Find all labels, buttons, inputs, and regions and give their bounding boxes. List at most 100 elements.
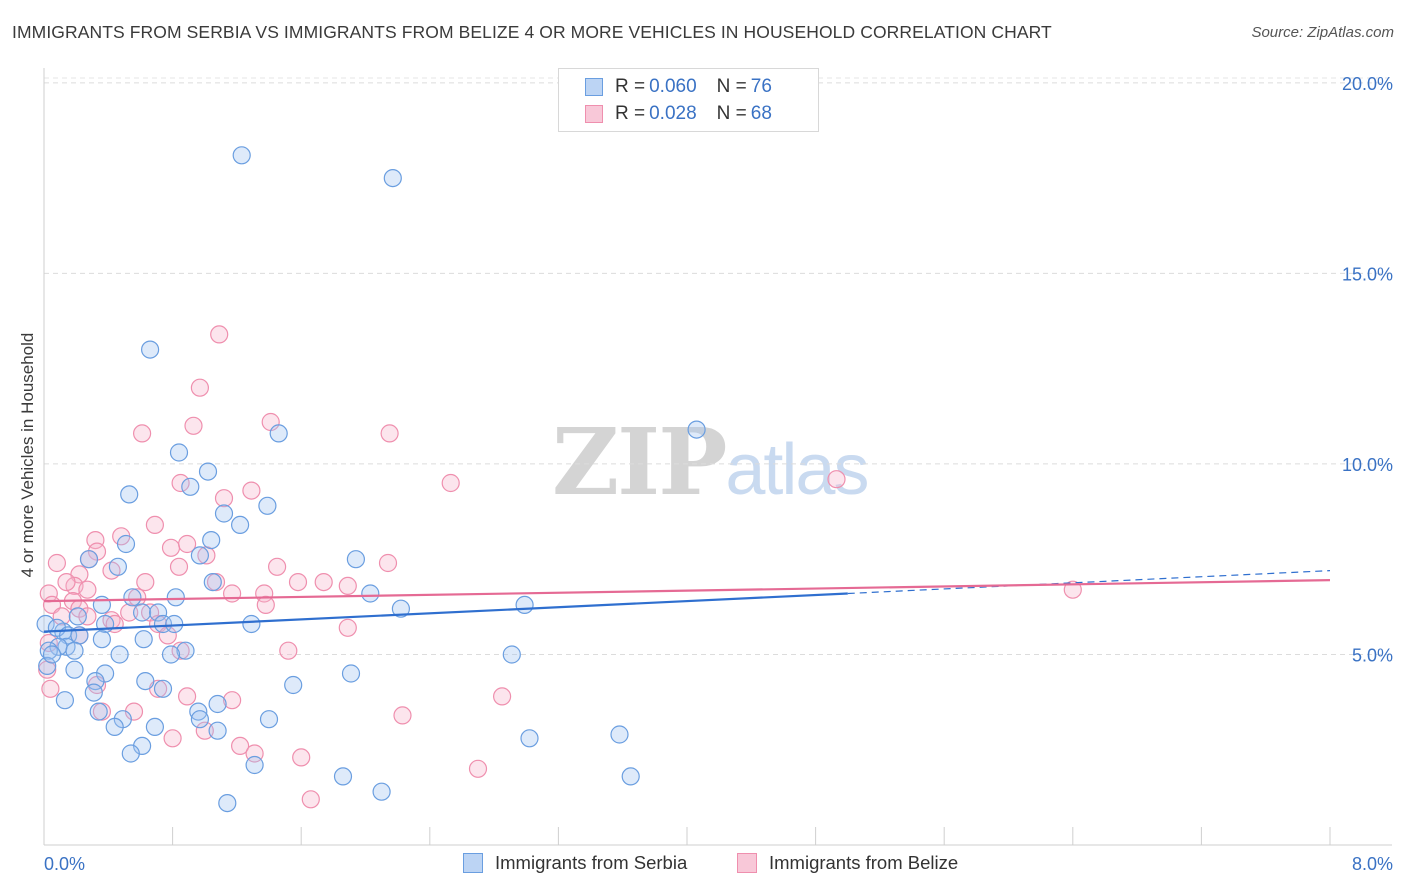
point-belize — [52, 607, 71, 626]
legend-r-label: R = — [615, 76, 646, 97]
point-serbia — [136, 671, 155, 691]
point-belize — [47, 553, 67, 573]
point-serbia — [68, 607, 87, 626]
point-serbia — [42, 645, 62, 664]
point-serbia — [259, 710, 279, 729]
point-belize — [214, 489, 234, 508]
point-belize — [210, 325, 229, 344]
point-serbia — [232, 146, 251, 165]
point-serbia — [258, 496, 277, 515]
point-serbia — [502, 645, 521, 664]
point-belize — [338, 576, 357, 596]
point-serbia — [245, 755, 264, 775]
point-belize — [120, 603, 139, 622]
point-belize — [171, 473, 190, 493]
point-belize — [41, 679, 60, 698]
point-belize — [133, 424, 152, 443]
point-serbia — [145, 717, 164, 737]
point-belize — [78, 580, 97, 599]
series-legend-label-serbia: Immigrants from Serbia — [495, 852, 688, 873]
y-tick-label: 10.0% — [1342, 455, 1393, 475]
stats-legend: R = 0.060 N = 76 R = 0.028 N = 68 — [558, 68, 819, 132]
point-belize — [57, 572, 76, 592]
point-serbia — [38, 656, 57, 676]
point-serbia — [190, 546, 209, 565]
legend-row-serbia: R = 0.060 N = 76 — [585, 75, 772, 99]
point-belize — [163, 729, 182, 748]
point-serbia — [208, 694, 227, 714]
point-serbia — [141, 340, 160, 359]
point-serbia — [95, 664, 115, 683]
point-belize — [256, 595, 275, 615]
point-serbia — [218, 793, 237, 813]
series-legend-serbia: Immigrants from Serbia — [463, 852, 687, 874]
point-serbia — [383, 169, 402, 188]
point-belize — [338, 618, 357, 637]
point-belize — [378, 553, 398, 573]
point-serbia — [92, 630, 112, 649]
point-belize — [195, 721, 214, 740]
point-serbia — [341, 664, 361, 683]
point-belize — [145, 515, 164, 535]
legend-r-value: 0.028 — [649, 103, 697, 124]
point-serbia — [202, 530, 221, 550]
point-belize — [301, 790, 320, 809]
point-belize — [184, 416, 203, 435]
point-belize — [380, 424, 399, 443]
legend-swatch-belize — [585, 105, 603, 123]
point-belize — [268, 557, 287, 576]
legend-r-label: R = — [615, 103, 646, 124]
point-serbia — [55, 691, 75, 710]
point-serbia — [391, 599, 410, 618]
point-belize — [86, 530, 105, 550]
point-belize — [279, 641, 298, 660]
point-serbia — [189, 702, 208, 721]
point-belize — [441, 473, 460, 493]
point-serbia — [198, 462, 218, 481]
y-axis-label: 4 or more Vehicles in Household — [18, 332, 37, 578]
point-serbia — [269, 424, 288, 443]
point-belize — [223, 584, 242, 603]
point-serbia — [65, 660, 84, 679]
point-serbia — [133, 603, 152, 622]
point-serbia — [108, 557, 128, 576]
point-serbia — [116, 534, 136, 554]
point-serbia — [333, 767, 353, 786]
point-belize — [242, 481, 261, 500]
watermark-atlas: atlas — [725, 430, 869, 510]
point-serbia — [181, 477, 200, 496]
point-serbia — [166, 588, 185, 607]
point-belize — [171, 641, 190, 660]
x-tick-label: 8.0% — [1352, 854, 1393, 874]
point-serbia — [86, 671, 105, 691]
series-legend-belize: Immigrants from Belize — [737, 852, 958, 874]
point-belize — [288, 572, 308, 592]
point-belize — [78, 607, 97, 626]
point-serbia — [165, 614, 184, 634]
point-serbia — [169, 443, 189, 462]
point-belize — [468, 759, 488, 778]
point-serbia — [123, 588, 142, 607]
legend-n-label: N = — [716, 76, 747, 97]
point-serbia — [190, 710, 209, 729]
point-belize — [827, 470, 846, 489]
point-serbia — [346, 550, 365, 569]
legend-row-belize: R = 0.028 N = 68 — [585, 102, 772, 126]
legend-n-value: 76 — [750, 76, 772, 97]
point-serbia — [284, 675, 303, 695]
point-serbia — [231, 515, 250, 535]
point-belize — [158, 626, 177, 645]
point-serbia — [687, 420, 706, 439]
y-tick-label: 20.0% — [1342, 74, 1393, 94]
point-serbia — [84, 683, 103, 702]
point-serbia — [214, 504, 234, 523]
point-belize — [314, 572, 333, 592]
series-legend: Immigrants from Serbia Immigrants from B… — [0, 852, 1406, 878]
point-belize — [292, 748, 311, 767]
y-tick-label: 15.0% — [1342, 264, 1393, 284]
legend-n-label: N = — [716, 103, 747, 124]
point-serbia — [105, 717, 124, 737]
watermark-zip: ZIP — [552, 408, 727, 516]
point-serbia — [110, 645, 129, 664]
